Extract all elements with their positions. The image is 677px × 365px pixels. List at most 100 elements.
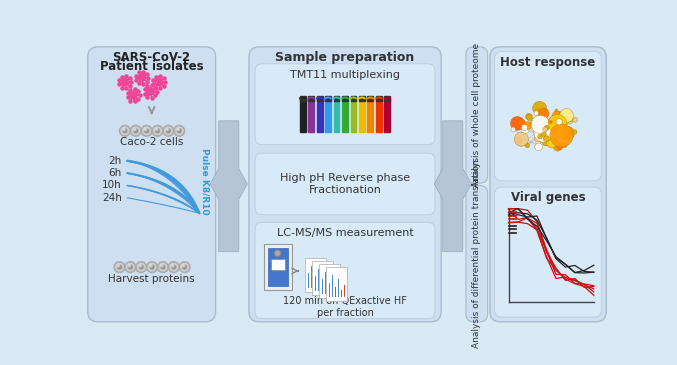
Circle shape	[559, 118, 563, 121]
Text: 24h: 24h	[102, 193, 122, 203]
Circle shape	[116, 263, 123, 271]
Circle shape	[183, 265, 187, 269]
Circle shape	[521, 126, 529, 134]
Circle shape	[535, 143, 542, 151]
Circle shape	[150, 265, 154, 269]
Circle shape	[563, 143, 567, 148]
Circle shape	[534, 136, 541, 142]
Circle shape	[542, 140, 548, 146]
Circle shape	[549, 120, 552, 124]
Circle shape	[182, 264, 185, 267]
Bar	[351, 96, 356, 101]
Circle shape	[163, 126, 174, 136]
Circle shape	[527, 114, 533, 120]
Text: Sample preparation: Sample preparation	[276, 51, 414, 64]
Text: 6h: 6h	[108, 168, 122, 178]
Circle shape	[177, 128, 179, 130]
Bar	[308, 96, 314, 101]
Text: TMT11 multiplexing: TMT11 multiplexing	[290, 70, 400, 80]
Text: Host response: Host response	[500, 56, 596, 69]
Bar	[325, 99, 331, 131]
Circle shape	[123, 128, 125, 130]
Circle shape	[540, 125, 548, 132]
Circle shape	[534, 111, 539, 115]
Circle shape	[125, 262, 136, 273]
Circle shape	[181, 263, 188, 271]
Circle shape	[133, 128, 136, 130]
Circle shape	[573, 118, 577, 122]
Circle shape	[129, 265, 132, 269]
Circle shape	[555, 109, 558, 112]
Bar	[376, 96, 382, 101]
FancyBboxPatch shape	[255, 64, 435, 145]
Bar	[317, 99, 322, 131]
Circle shape	[552, 139, 557, 143]
Circle shape	[518, 119, 525, 127]
Circle shape	[535, 108, 542, 115]
FancyBboxPatch shape	[490, 47, 606, 322]
Circle shape	[540, 133, 548, 141]
Circle shape	[542, 125, 548, 131]
Circle shape	[161, 265, 165, 269]
Circle shape	[536, 108, 540, 113]
Text: LC-MS/MS measurement: LC-MS/MS measurement	[277, 228, 414, 238]
Circle shape	[139, 265, 143, 269]
Circle shape	[548, 123, 556, 131]
Bar	[334, 96, 339, 101]
Circle shape	[543, 135, 550, 142]
Circle shape	[159, 263, 167, 271]
Circle shape	[559, 109, 573, 123]
FancyBboxPatch shape	[466, 185, 487, 322]
Text: Patient isolates: Patient isolates	[100, 60, 204, 73]
Circle shape	[565, 116, 573, 124]
Circle shape	[554, 114, 562, 122]
Bar	[317, 96, 322, 101]
Bar	[326, 267, 347, 301]
Bar	[351, 99, 356, 131]
FancyBboxPatch shape	[495, 187, 602, 317]
Polygon shape	[434, 121, 471, 252]
Circle shape	[154, 127, 161, 135]
Circle shape	[544, 122, 547, 125]
Circle shape	[533, 101, 546, 115]
Circle shape	[141, 126, 152, 136]
Circle shape	[114, 262, 125, 273]
Bar	[311, 261, 333, 295]
Circle shape	[139, 264, 141, 267]
Circle shape	[128, 264, 131, 267]
Circle shape	[552, 111, 560, 119]
Bar	[376, 99, 382, 131]
Circle shape	[554, 143, 561, 151]
Circle shape	[546, 120, 550, 123]
Circle shape	[525, 114, 532, 120]
Bar	[319, 264, 341, 298]
Text: 2h: 2h	[108, 156, 122, 166]
Circle shape	[531, 115, 550, 134]
Circle shape	[167, 129, 170, 133]
Circle shape	[118, 265, 121, 269]
Bar	[325, 96, 331, 101]
Circle shape	[515, 132, 528, 146]
Circle shape	[120, 126, 131, 136]
Circle shape	[543, 117, 546, 120]
Circle shape	[136, 262, 147, 273]
Circle shape	[134, 129, 137, 133]
FancyBboxPatch shape	[249, 47, 441, 322]
Bar	[342, 96, 348, 101]
Bar	[271, 260, 284, 270]
Circle shape	[171, 264, 174, 267]
Circle shape	[117, 264, 120, 267]
Bar	[334, 99, 339, 131]
Bar	[385, 99, 390, 131]
Circle shape	[538, 123, 551, 137]
Circle shape	[145, 129, 148, 133]
Circle shape	[121, 127, 129, 135]
Bar	[265, 244, 292, 290]
Bar	[342, 99, 348, 131]
Circle shape	[536, 131, 544, 138]
Text: Caco-2 cells: Caco-2 cells	[120, 137, 183, 147]
Circle shape	[121, 79, 129, 86]
Text: 120 min on QExactive HF
per fraction: 120 min on QExactive HF per fraction	[283, 296, 407, 318]
Circle shape	[561, 126, 574, 140]
Circle shape	[538, 108, 549, 119]
